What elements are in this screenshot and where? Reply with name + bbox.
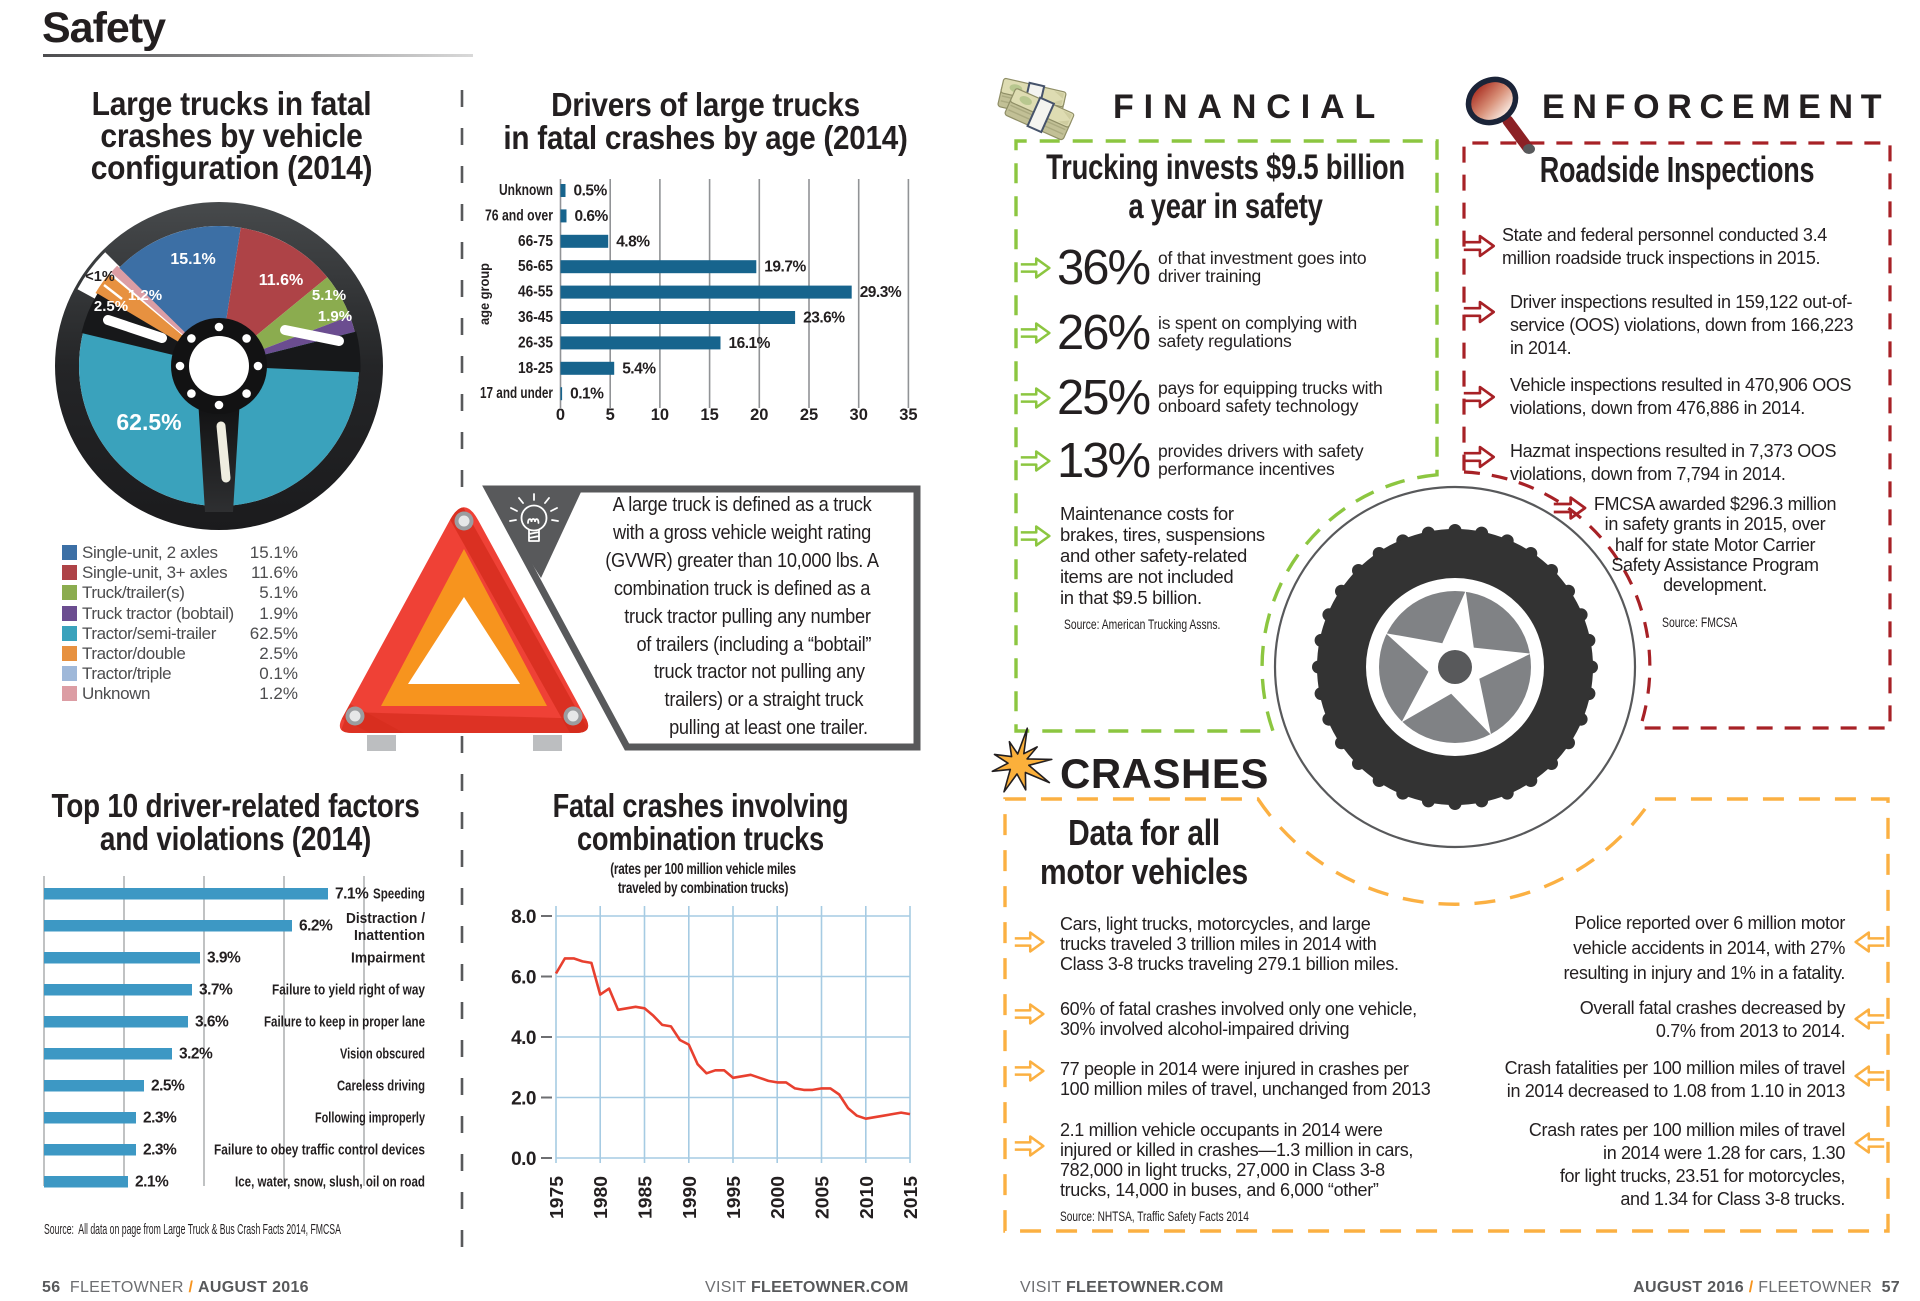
svg-text:Following improperly: Following improperly	[315, 1110, 425, 1127]
svg-text:5.4%: 5.4%	[622, 360, 656, 377]
svg-text:age group: age group	[477, 263, 492, 325]
svg-text:3.7%: 3.7%	[199, 982, 233, 999]
svg-text:35: 35	[899, 406, 917, 424]
svg-text:1.2%: 1.2%	[128, 287, 162, 304]
svg-text:3.2%: 3.2%	[179, 1046, 213, 1063]
svg-text:2.0: 2.0	[511, 1089, 536, 1110]
svg-text:29.3%: 29.3%	[860, 284, 902, 301]
svg-text:16.1%: 16.1%	[729, 335, 771, 352]
svg-text:46-55: 46-55	[518, 284, 553, 301]
svg-text:76 and over: 76 and over	[485, 207, 553, 224]
svg-text:<1%: <1%	[85, 269, 115, 285]
svg-text:0.5%: 0.5%	[574, 183, 608, 200]
svg-text:Failure to keep in proper lane: Failure to keep in proper lane	[264, 1014, 425, 1031]
svg-text:1990: 1990	[679, 1176, 700, 1219]
svg-text:1985: 1985	[635, 1176, 656, 1219]
svg-text:1980: 1980	[590, 1176, 611, 1219]
svg-text:20: 20	[750, 406, 768, 424]
svg-text:Failure to yield right of way: Failure to yield right of way	[272, 982, 426, 999]
svg-text:Ice, water, snow, slush, oil o: Ice, water, snow, slush, oil on road	[235, 1174, 425, 1191]
svg-text:2010: 2010	[856, 1176, 877, 1219]
svg-text:3.6%: 3.6%	[195, 1014, 229, 1031]
svg-text:7.1%: 7.1%	[335, 886, 369, 903]
svg-text:3.9%: 3.9%	[207, 950, 241, 967]
svg-text:62.5%: 62.5%	[116, 409, 181, 435]
svg-text:1.9%: 1.9%	[318, 308, 352, 325]
svg-text:36-45: 36-45	[518, 309, 553, 326]
svg-text:2.1%: 2.1%	[135, 1174, 169, 1191]
svg-text:Failure to obey traffic contro: Failure to obey traffic control devices	[214, 1142, 425, 1159]
svg-text:11.6%: 11.6%	[259, 272, 303, 289]
svg-text:Speeding: Speeding	[373, 886, 425, 903]
svg-text:30: 30	[850, 406, 868, 424]
svg-text:26-35: 26-35	[518, 334, 553, 351]
svg-text:0.1%: 0.1%	[570, 386, 604, 403]
svg-text:23.6%: 23.6%	[803, 310, 845, 327]
svg-text:2.5%: 2.5%	[94, 298, 128, 315]
svg-text:6.2%: 6.2%	[299, 918, 333, 935]
svg-text:Inattention: Inattention	[354, 927, 425, 944]
svg-text:1995: 1995	[723, 1176, 744, 1219]
svg-text:19.7%: 19.7%	[764, 259, 806, 276]
svg-text:2.3%: 2.3%	[143, 1142, 177, 1159]
svg-text:2.3%: 2.3%	[143, 1110, 177, 1127]
svg-text:17 and under: 17 and under	[480, 385, 553, 402]
svg-text:18-25: 18-25	[518, 360, 553, 377]
svg-text:15.1%: 15.1%	[170, 251, 215, 268]
svg-text:5.1%: 5.1%	[312, 287, 346, 304]
svg-text:15: 15	[700, 406, 718, 424]
svg-text:25: 25	[800, 406, 818, 424]
svg-text:56-65: 56-65	[518, 258, 553, 275]
svg-text:4.8%: 4.8%	[616, 233, 650, 250]
svg-text:Distraction /: Distraction /	[346, 910, 426, 927]
svg-text:0: 0	[556, 406, 565, 424]
svg-text:10: 10	[651, 406, 669, 424]
svg-text:Vision obscured: Vision obscured	[340, 1046, 425, 1063]
svg-text:66-75: 66-75	[518, 233, 553, 250]
svg-text:4.0: 4.0	[511, 1028, 536, 1049]
svg-text:8.0: 8.0	[511, 907, 536, 928]
svg-text:6.0: 6.0	[511, 968, 536, 989]
svg-text:2000: 2000	[767, 1176, 788, 1219]
svg-text:2.5%: 2.5%	[151, 1078, 185, 1095]
svg-text:Impairment: Impairment	[351, 950, 425, 967]
svg-text:5: 5	[606, 406, 615, 424]
svg-text:Unknown: Unknown	[499, 182, 553, 199]
svg-text:1975: 1975	[546, 1176, 567, 1219]
svg-text:Careless driving: Careless driving	[337, 1078, 425, 1095]
svg-text:0.6%: 0.6%	[575, 208, 609, 225]
svg-text:0.0: 0.0	[511, 1149, 536, 1170]
svg-text:2005: 2005	[812, 1176, 833, 1219]
svg-text:2015: 2015	[900, 1176, 921, 1219]
